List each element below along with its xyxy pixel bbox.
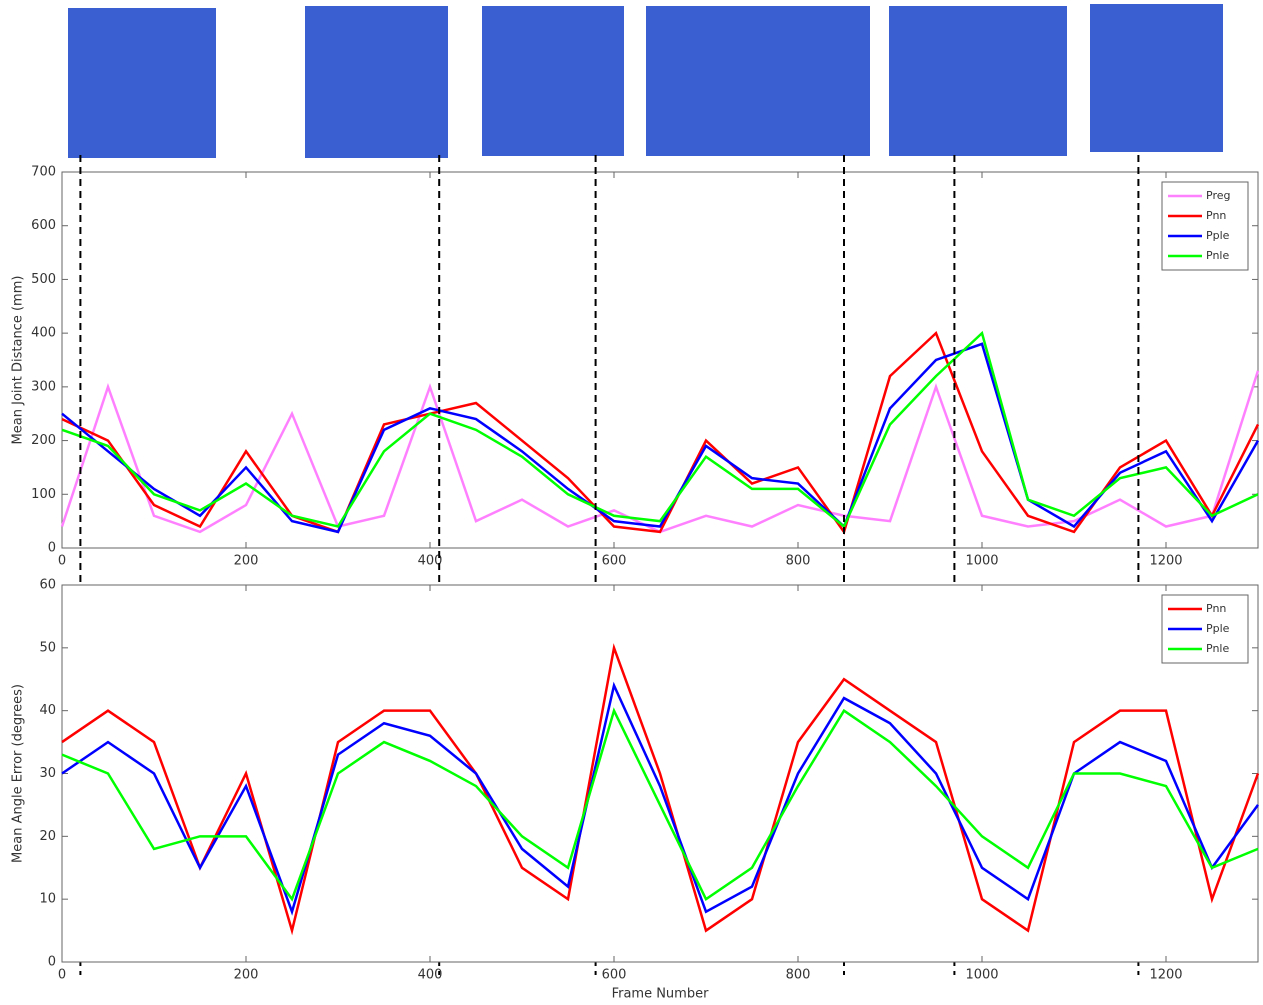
x-tick-label: 1000 [965, 554, 998, 569]
y-tick-label: 60 [39, 578, 56, 593]
photos [68, 4, 1223, 158]
y-tick-label: 600 [31, 218, 56, 233]
photo [305, 6, 448, 158]
y-tick-label: 200 [31, 433, 56, 448]
photo [1090, 4, 1223, 152]
x-tick-label: 600 [602, 968, 627, 983]
legend-label: Pnle [1206, 249, 1229, 262]
y-tick-label: 100 [31, 487, 56, 502]
x-tick-label: 200 [234, 554, 259, 569]
y-tick-label: 20 [39, 829, 56, 844]
y-tick-label: 0 [48, 955, 56, 970]
photo [68, 8, 216, 158]
y-tick-label: 10 [39, 892, 56, 907]
legend: Pnn Pple Pnle [1162, 595, 1248, 663]
figure: 0100200300400500600700020040060080010001… [0, 0, 1263, 1005]
y-tick-label: 30 [39, 766, 56, 781]
y-tick-label: 400 [31, 326, 56, 341]
x-tick-label: 0 [58, 968, 66, 983]
x-tick-label: 800 [786, 554, 811, 569]
x-tick-label: 200 [234, 968, 259, 983]
legend-label: Preg [1206, 189, 1230, 202]
y-tick-label: 50 [39, 640, 56, 655]
legend: Preg Pnn Pple Pnle [1162, 182, 1248, 270]
plot-area [62, 172, 1258, 548]
y-tick-label: 0 [48, 541, 56, 556]
y-tick-label: 700 [31, 165, 56, 180]
x-tick-label: 1000 [965, 968, 998, 983]
y-tick-label: 300 [31, 379, 56, 394]
legend-label: Pple [1206, 229, 1230, 242]
y-axis-label: Mean Joint Distance (mm) [11, 276, 26, 445]
y-tick-label: 40 [39, 703, 56, 718]
x-tick-label: 800 [786, 968, 811, 983]
photo [482, 6, 624, 156]
x-axis-label: Frame Number [612, 987, 710, 1002]
x-tick-label: 400 [418, 968, 443, 983]
x-tick-label: 1200 [1149, 554, 1182, 569]
y-axis-label: Mean Angle Error (degrees) [11, 684, 26, 863]
legend-label: Pple [1206, 622, 1230, 635]
legend-label: Pnn [1206, 209, 1226, 222]
y-tick-label: 500 [31, 272, 56, 287]
x-tick-label: 600 [602, 554, 627, 569]
legend-label: Pnn [1206, 602, 1226, 615]
photo [646, 6, 870, 156]
photo [889, 6, 1067, 156]
legend-label: Pnle [1206, 642, 1229, 655]
x-tick-label: 0 [58, 554, 66, 569]
x-tick-label: 1200 [1149, 968, 1182, 983]
